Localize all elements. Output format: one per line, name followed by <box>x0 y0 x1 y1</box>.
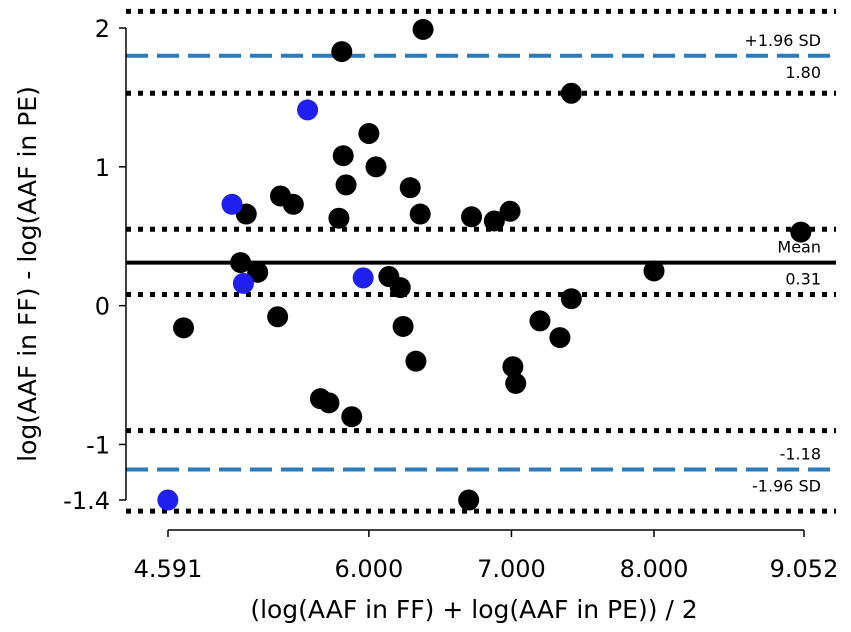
x-tick-label-1: 6.000 <box>335 555 404 583</box>
x-axis-ticks: 4.591 6.000 7.000 8.000 9.052 <box>134 530 839 583</box>
data-point-s0-33 <box>643 260 665 282</box>
y-axis-title: log(AAF in FF) - log(AAF in PE) <box>13 86 42 462</box>
data-point-s0-17 <box>389 277 411 299</box>
data-point-s0-10 <box>332 145 354 167</box>
data-point-s0-4 <box>267 306 289 328</box>
data-point-s1-2 <box>232 272 254 294</box>
y-tick-label-1: 1 <box>95 154 110 182</box>
reference-line-annotations: Mean 0.31 +1.96 SD 1.80 -1.18 -1.96 SD <box>744 31 821 496</box>
upper-loa-label-below: 1.80 <box>785 63 821 82</box>
y-tick-label-4: -1.4 <box>63 487 110 515</box>
confidence-interval-lines <box>126 8 836 514</box>
x-tick-label-0: 4.591 <box>134 555 203 583</box>
data-point-s0-30 <box>549 327 571 349</box>
data-point-s0-22 <box>412 18 434 40</box>
data-point-s0-29 <box>529 310 551 332</box>
x-tick-label-2: 7.000 <box>477 555 546 583</box>
data-point-s0-26 <box>499 200 521 222</box>
data-point-s0-20 <box>405 350 427 372</box>
data-point-s0-6 <box>282 193 304 215</box>
data-point-s1-0 <box>157 489 179 511</box>
axes <box>125 28 804 531</box>
data-point-s0-18 <box>392 315 414 337</box>
mean-label-above: Mean <box>777 238 821 257</box>
mean-label-below: 0.31 <box>785 270 821 289</box>
y-tick-label-0: 2 <box>95 15 110 43</box>
data-point-s0-23 <box>461 206 483 228</box>
data-point-s1-1 <box>221 193 243 215</box>
y-tick-label-2: 0 <box>95 293 110 321</box>
data-point-s0-31 <box>560 288 582 310</box>
lower-loa-label-below: -1.96 SD <box>752 476 821 495</box>
lower-loa-label-above: -1.18 <box>780 444 821 463</box>
data-point-s0-24 <box>458 489 480 511</box>
data-point-s0-19 <box>399 177 421 199</box>
data-points <box>157 18 812 511</box>
data-point-s1-3 <box>297 99 319 121</box>
data-point-s0-2 <box>230 252 252 274</box>
y-tick-label-3: -1 <box>86 431 110 459</box>
data-point-s0-3 <box>247 261 269 283</box>
data-point-s0-32 <box>560 82 582 104</box>
x-tick-label-3: 8.000 <box>620 555 689 583</box>
x-tick-label-4: 9.052 <box>770 555 839 583</box>
data-point-s0-12 <box>335 174 357 196</box>
y-axis-ticks: 2 1 0 -1 -1.4 <box>63 15 126 515</box>
data-point-s0-15 <box>365 156 387 178</box>
upper-loa-label-above: +1.96 SD <box>744 31 821 50</box>
data-point-s0-21 <box>409 203 431 225</box>
data-point-s0-34 <box>790 221 812 243</box>
data-point-s0-27 <box>502 356 524 378</box>
data-point-s1-4 <box>352 267 374 289</box>
data-point-s0-28 <box>505 372 527 394</box>
data-point-s0-9 <box>328 207 350 229</box>
data-point-s0-0 <box>173 317 195 339</box>
data-point-s0-14 <box>358 123 380 145</box>
data-point-s0-25 <box>483 210 505 232</box>
x-axis-title: (log(AAF in FF) + log(AAF in PE)) / 2 <box>250 595 697 624</box>
data-point-s0-11 <box>331 41 353 63</box>
data-point-s0-13 <box>341 406 363 428</box>
data-point-s0-8 <box>318 392 340 414</box>
